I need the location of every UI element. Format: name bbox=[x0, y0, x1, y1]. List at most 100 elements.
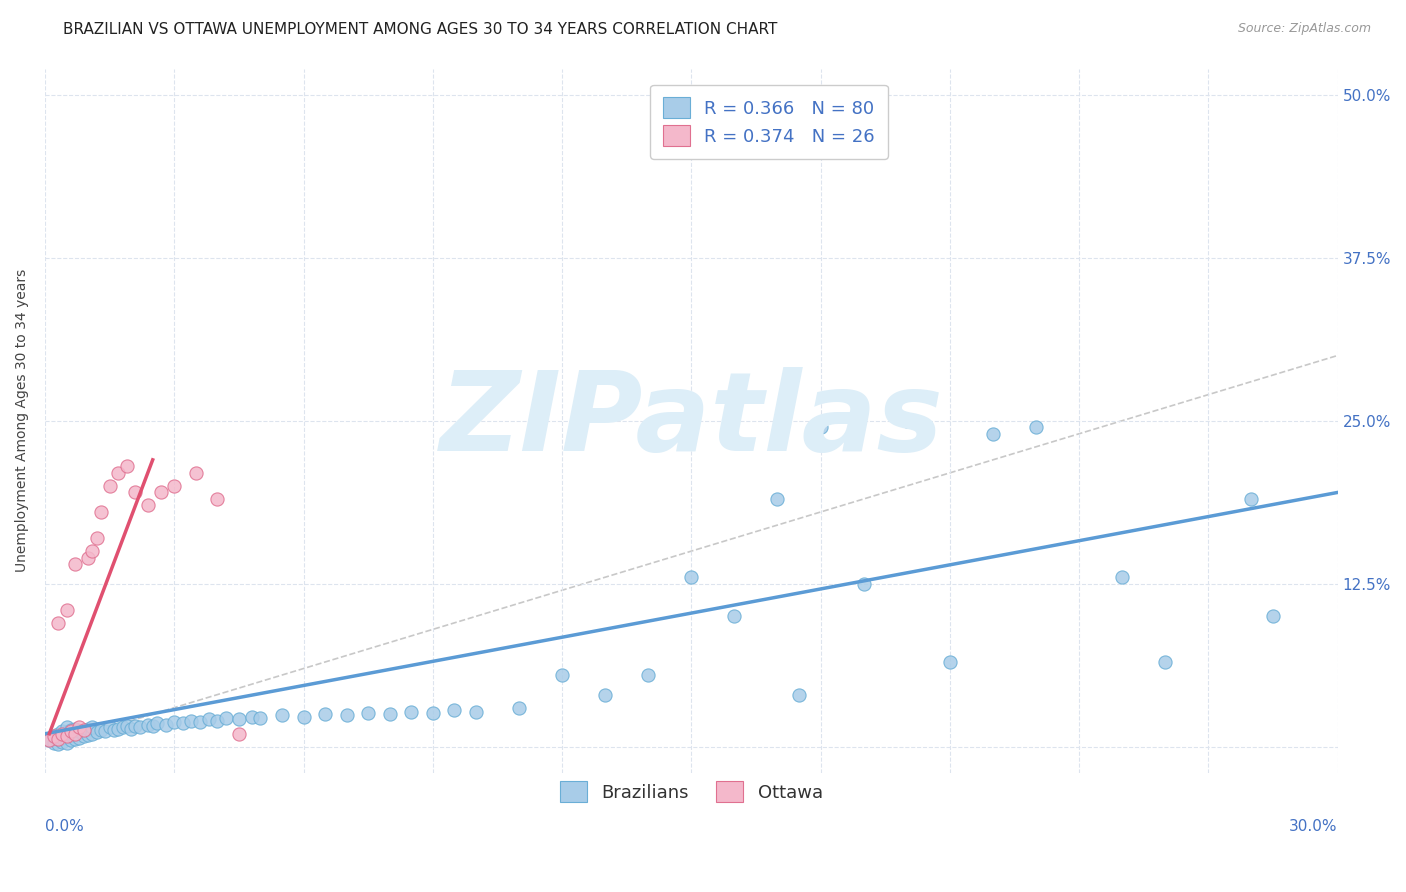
Point bbox=[215, 711, 238, 725]
Point bbox=[73, 723, 96, 737]
Point bbox=[184, 466, 207, 480]
Point bbox=[98, 720, 121, 734]
Point bbox=[464, 705, 486, 719]
Point bbox=[207, 491, 229, 506]
Point bbox=[98, 479, 121, 493]
Point bbox=[107, 722, 129, 736]
Point bbox=[981, 426, 1004, 441]
Point bbox=[1261, 609, 1284, 624]
Point bbox=[69, 724, 91, 739]
Point bbox=[103, 723, 125, 737]
Point bbox=[138, 499, 160, 513]
Point bbox=[271, 708, 294, 723]
Point bbox=[766, 491, 789, 506]
Point bbox=[155, 717, 177, 731]
Point bbox=[163, 479, 186, 493]
Point bbox=[111, 720, 134, 734]
Point bbox=[55, 730, 77, 744]
Point bbox=[399, 705, 422, 719]
Point bbox=[51, 724, 73, 739]
Point bbox=[38, 733, 60, 747]
Point bbox=[249, 711, 271, 725]
Point bbox=[42, 736, 65, 750]
Point bbox=[124, 485, 146, 500]
Text: 30.0%: 30.0% bbox=[1289, 819, 1337, 833]
Point bbox=[46, 731, 69, 746]
Point bbox=[128, 720, 150, 734]
Point bbox=[336, 708, 359, 723]
Point bbox=[228, 713, 250, 727]
Point bbox=[55, 720, 77, 734]
Point bbox=[378, 707, 401, 722]
Point bbox=[852, 576, 875, 591]
Point bbox=[172, 716, 194, 731]
Point bbox=[77, 728, 100, 742]
Point bbox=[69, 731, 91, 745]
Point bbox=[188, 714, 211, 729]
Point bbox=[51, 727, 73, 741]
Point bbox=[55, 730, 77, 744]
Point bbox=[593, 688, 616, 702]
Text: 0.0%: 0.0% bbox=[45, 819, 84, 833]
Point bbox=[86, 725, 108, 739]
Point bbox=[63, 557, 86, 571]
Point bbox=[1240, 491, 1263, 506]
Point bbox=[240, 710, 263, 724]
Point bbox=[63, 727, 86, 741]
Point bbox=[90, 505, 112, 519]
Point bbox=[810, 420, 832, 434]
Point bbox=[63, 722, 86, 736]
Point bbox=[86, 531, 108, 545]
Point bbox=[63, 727, 86, 741]
Point bbox=[55, 725, 77, 739]
Point bbox=[82, 727, 104, 741]
Point bbox=[55, 736, 77, 750]
Point bbox=[551, 668, 574, 682]
Point bbox=[1025, 420, 1047, 434]
Point bbox=[207, 714, 229, 728]
Point bbox=[508, 700, 530, 714]
Point bbox=[69, 720, 91, 734]
Point bbox=[90, 723, 112, 737]
Point bbox=[42, 730, 65, 744]
Point bbox=[82, 720, 104, 734]
Point bbox=[77, 550, 100, 565]
Legend: Brazilians, Ottawa: Brazilians, Ottawa bbox=[550, 771, 834, 814]
Point bbox=[228, 727, 250, 741]
Point bbox=[124, 719, 146, 733]
Point bbox=[59, 728, 82, 742]
Point bbox=[73, 730, 96, 744]
Point bbox=[42, 730, 65, 744]
Point bbox=[82, 544, 104, 558]
Point bbox=[46, 737, 69, 751]
Point bbox=[443, 703, 465, 717]
Point bbox=[146, 716, 169, 731]
Point bbox=[422, 706, 444, 720]
Point bbox=[150, 485, 173, 500]
Point bbox=[46, 731, 69, 746]
Point bbox=[55, 603, 77, 617]
Point bbox=[180, 714, 202, 728]
Point bbox=[787, 688, 810, 702]
Point bbox=[314, 707, 336, 722]
Point bbox=[51, 731, 73, 745]
Point bbox=[38, 733, 60, 747]
Text: Source: ZipAtlas.com: Source: ZipAtlas.com bbox=[1237, 22, 1371, 36]
Point bbox=[1111, 570, 1133, 584]
Point bbox=[77, 722, 100, 736]
Point bbox=[115, 459, 138, 474]
Point bbox=[115, 719, 138, 733]
Text: BRAZILIAN VS OTTAWA UNEMPLOYMENT AMONG AGES 30 TO 34 YEARS CORRELATION CHART: BRAZILIAN VS OTTAWA UNEMPLOYMENT AMONG A… bbox=[63, 22, 778, 37]
Text: ZIPatlas: ZIPatlas bbox=[440, 368, 943, 475]
Point bbox=[73, 723, 96, 737]
Point bbox=[939, 655, 962, 669]
Point bbox=[107, 466, 129, 480]
Point bbox=[357, 706, 380, 720]
Point bbox=[292, 710, 315, 724]
Point bbox=[120, 722, 142, 736]
Point bbox=[637, 668, 659, 682]
Point bbox=[138, 717, 160, 731]
Point bbox=[59, 723, 82, 737]
Y-axis label: Unemployment Among Ages 30 to 34 years: Unemployment Among Ages 30 to 34 years bbox=[15, 269, 30, 573]
Point bbox=[197, 713, 219, 727]
